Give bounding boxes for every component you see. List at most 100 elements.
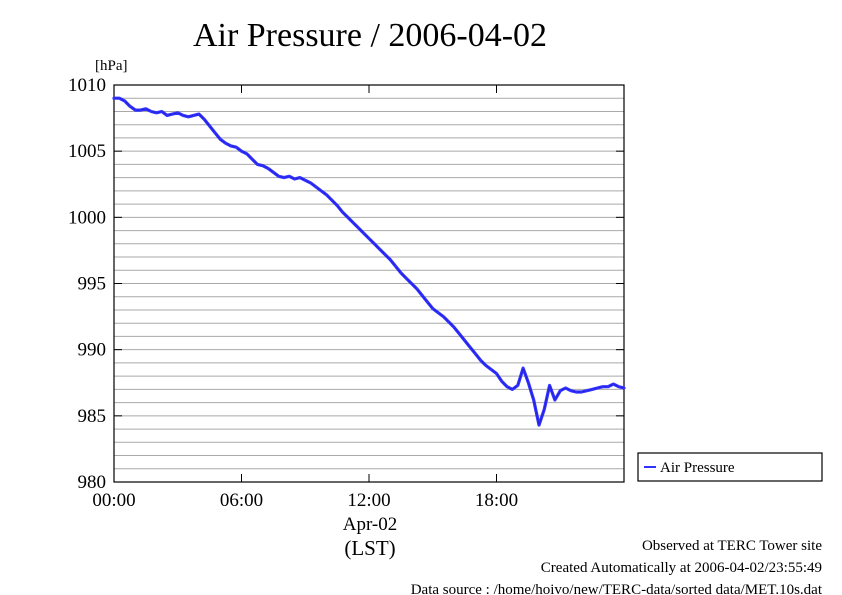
series-point xyxy=(506,385,508,388)
series-point xyxy=(261,164,264,167)
y-tick-label-990: 990 xyxy=(78,340,107,361)
series-point xyxy=(309,182,312,184)
series-point xyxy=(272,171,275,174)
series-point xyxy=(453,326,455,328)
series-point xyxy=(384,253,386,256)
series-point xyxy=(559,389,562,392)
series-point xyxy=(522,367,524,369)
series-point xyxy=(219,138,222,141)
series-point xyxy=(304,179,307,182)
y-tick-label-1005: 1005 xyxy=(68,141,106,162)
data-source-note: Data source : /home/hoivo/new/TERC-data/… xyxy=(411,582,823,595)
series-point xyxy=(166,114,168,117)
series-point xyxy=(256,163,259,166)
series-point xyxy=(315,186,317,188)
series-point xyxy=(341,211,344,213)
series-point xyxy=(293,178,296,180)
series-point xyxy=(485,364,487,367)
series-point xyxy=(214,131,216,134)
x-axis: 00:00 06:00 12:00 18:00 xyxy=(92,85,518,511)
x-tick-label-12:00: 12:00 xyxy=(347,490,390,511)
chart-title: Air Pressure / 2006-04-02 xyxy=(193,17,547,54)
series-layer xyxy=(112,96,626,427)
series-point xyxy=(118,97,121,100)
series-point xyxy=(325,194,328,196)
x-tick-label-00:00: 00:00 xyxy=(92,490,135,511)
series-point xyxy=(277,175,280,178)
legend-box xyxy=(637,452,823,482)
x-tick-label-06:00: 06:00 xyxy=(220,490,263,511)
series-point xyxy=(240,150,243,152)
series-point xyxy=(501,380,503,383)
series-point xyxy=(336,204,338,207)
y-axis: 1010 1005 1000 995 990 985 980 xyxy=(68,75,624,493)
series-point xyxy=(155,111,158,114)
x-tick-label-18:00: 18:00 xyxy=(475,490,518,511)
series-point xyxy=(405,277,407,280)
series-point xyxy=(267,167,269,170)
series-point xyxy=(176,111,179,114)
series-point xyxy=(538,424,540,426)
series-point xyxy=(447,321,450,323)
legend: Air Pressure xyxy=(637,452,823,482)
x-axis-timezone-label: (LST) xyxy=(344,536,395,560)
series-point xyxy=(145,108,147,110)
series-point xyxy=(123,100,126,102)
series-point xyxy=(612,383,615,385)
series-point xyxy=(495,372,498,375)
series-point xyxy=(203,118,206,121)
series-point xyxy=(394,265,397,268)
series-point xyxy=(352,221,354,224)
series-point xyxy=(591,388,593,391)
series-point xyxy=(463,339,466,342)
series-point xyxy=(416,287,418,290)
series-point xyxy=(283,176,285,179)
created-timestamp-note: Created Automatically at 2006-04-02/23:5… xyxy=(541,560,822,576)
series-point xyxy=(527,381,530,384)
series-point xyxy=(421,294,423,297)
series-point xyxy=(150,110,152,113)
series-point xyxy=(299,176,301,179)
series-point xyxy=(373,243,376,245)
series-point xyxy=(564,387,567,389)
series-point xyxy=(192,114,195,117)
legend-label-air-pressure: Air Pressure xyxy=(660,460,735,476)
series-point xyxy=(368,237,370,240)
series-point xyxy=(288,175,291,178)
series-point xyxy=(469,346,471,348)
series-point xyxy=(479,359,482,362)
series-point xyxy=(198,113,200,115)
series-point xyxy=(187,115,190,118)
series-point xyxy=(442,315,445,318)
series-point xyxy=(235,146,237,148)
series-point xyxy=(490,368,492,371)
series-point xyxy=(458,332,461,335)
series-point xyxy=(570,389,572,392)
series-point xyxy=(410,282,413,285)
series-point xyxy=(346,216,349,219)
series-point xyxy=(139,109,142,111)
series-point xyxy=(161,110,163,113)
series-point xyxy=(511,388,514,391)
series-point xyxy=(357,227,360,229)
series-point xyxy=(426,301,429,303)
series-point xyxy=(224,142,227,145)
series-point xyxy=(320,190,322,192)
y-tick-label-985: 985 xyxy=(78,406,107,427)
series-point xyxy=(580,391,583,393)
series-point xyxy=(474,352,477,355)
series-point xyxy=(532,399,535,401)
series-point xyxy=(596,387,599,389)
series-point xyxy=(623,387,625,389)
series-point xyxy=(575,391,577,393)
observed-site-note: Observed at TERC Tower site xyxy=(642,538,822,554)
series-point xyxy=(171,113,174,115)
y-axis-unit-label: [hPa] xyxy=(95,58,128,74)
series-point xyxy=(134,109,137,111)
series-point xyxy=(586,389,588,392)
series-point xyxy=(362,232,365,235)
series-point xyxy=(543,408,546,411)
series-point xyxy=(601,385,604,388)
gridlines xyxy=(114,97,624,470)
